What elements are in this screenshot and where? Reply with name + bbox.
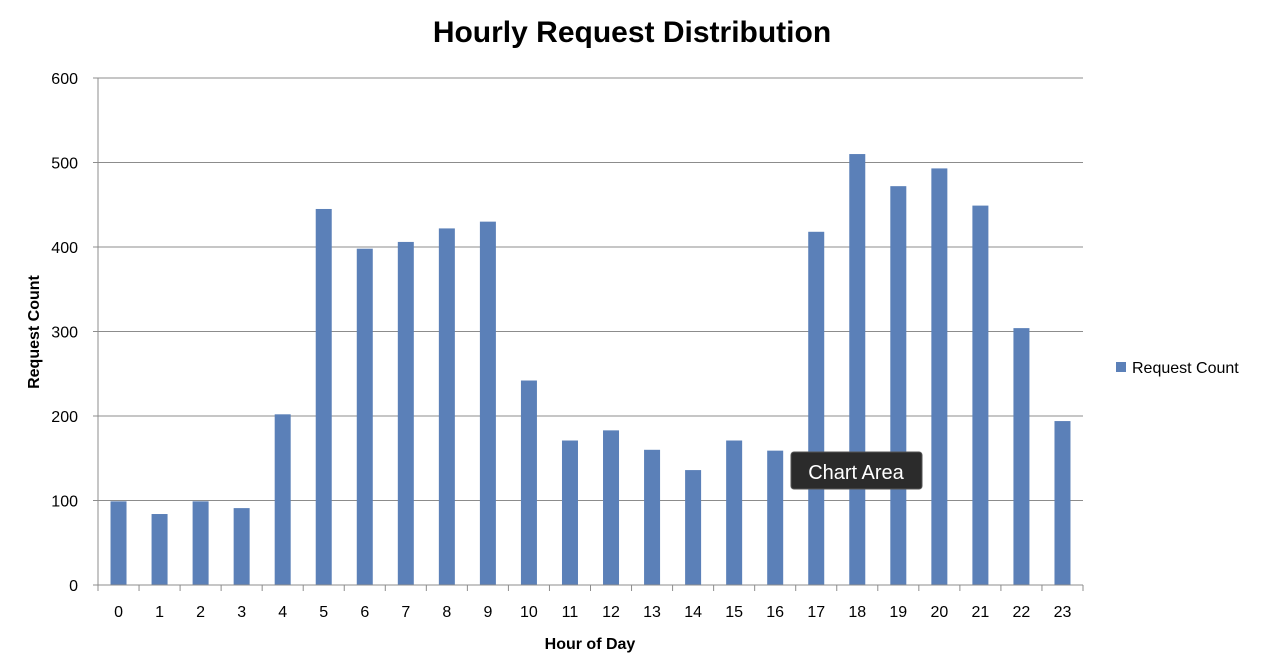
chart-title: Hourly Request Distribution <box>433 16 831 49</box>
x-tick-label: 23 <box>1054 604 1072 621</box>
x-tick-label: 18 <box>848 604 866 621</box>
x-tick-label: 10 <box>520 604 538 621</box>
y-tick-label: 500 <box>51 156 78 173</box>
bar[interactable] <box>972 205 989 585</box>
tooltip-label: Chart Area <box>808 462 904 484</box>
bars <box>110 154 1071 586</box>
bar[interactable] <box>151 514 168 585</box>
bar[interactable] <box>890 186 907 585</box>
x-tick-label: 21 <box>971 604 989 621</box>
bar[interactable] <box>808 231 825 586</box>
bar[interactable] <box>315 208 332 585</box>
x-tick-label: 5 <box>319 604 328 621</box>
x-tick-label: 4 <box>278 604 287 621</box>
x-tick-label: 8 <box>442 604 451 621</box>
y-tick-label: 300 <box>51 325 78 342</box>
bar[interactable] <box>356 248 373 585</box>
y-tick-label: 0 <box>69 578 78 595</box>
bar[interactable] <box>1013 328 1030 585</box>
x-tick-label: 9 <box>483 604 492 621</box>
gridlines <box>98 77 1083 501</box>
x-tick-label: 19 <box>889 604 907 621</box>
bar[interactable] <box>520 380 537 585</box>
bar[interactable] <box>274 414 291 585</box>
x-tick-label: 14 <box>684 604 702 621</box>
tooltip-box <box>790 451 923 490</box>
bar[interactable] <box>726 440 743 585</box>
bar[interactable] <box>397 241 414 585</box>
x-tick-label: 20 <box>930 604 948 621</box>
tooltip: Chart Area <box>790 451 923 490</box>
x-tick-label: 3 <box>237 604 246 621</box>
bar[interactable] <box>438 228 455 585</box>
x-tick-label: 12 <box>602 604 620 621</box>
x-tick-label: 17 <box>807 604 825 621</box>
x-tick-label: 13 <box>643 604 661 621</box>
y-tick-label: 100 <box>51 494 78 511</box>
legend[interactable]: Request Count <box>1116 360 1239 377</box>
legend-label: Request Count <box>1132 360 1239 377</box>
y-tick-label: 400 <box>51 240 78 257</box>
legend-swatch <box>1116 362 1126 372</box>
bar[interactable] <box>931 168 948 586</box>
bar[interactable] <box>192 501 209 585</box>
y-axis-ticks: 0 100 200 300 400 500 600 <box>51 71 98 595</box>
x-tick-label: 6 <box>360 604 369 621</box>
x-tick-label: 7 <box>401 604 410 621</box>
bar[interactable] <box>479 221 496 585</box>
x-axis-ticks: 0 1 2 3 4 5 6 7 8 9 10 11 12 13 14 15 16 17 18 19 20 21 22 23 <box>97 585 1084 621</box>
bar[interactable] <box>561 440 578 585</box>
y-tick-label: 200 <box>51 409 78 426</box>
bar[interactable] <box>685 470 702 585</box>
bar[interactable] <box>110 501 127 585</box>
x-tick-label: 2 <box>196 604 205 621</box>
bar[interactable] <box>767 450 784 585</box>
bar[interactable] <box>233 508 250 585</box>
x-tick-label: 22 <box>1013 604 1031 621</box>
x-tick-label: 11 <box>562 604 579 621</box>
y-axis-title: Request Count <box>26 274 43 388</box>
x-tick-label: 16 <box>766 604 784 621</box>
x-tick-label: 0 <box>114 604 123 621</box>
y-tick-label: 600 <box>51 71 78 88</box>
x-tick-label: 1 <box>155 604 164 621</box>
bar[interactable] <box>644 449 661 585</box>
x-axis-title: Hour of Day <box>545 636 636 653</box>
bar[interactable] <box>1054 421 1071 585</box>
bar[interactable] <box>849 154 866 586</box>
x-tick-label: 15 <box>725 604 743 621</box>
bar[interactable] <box>603 430 620 585</box>
